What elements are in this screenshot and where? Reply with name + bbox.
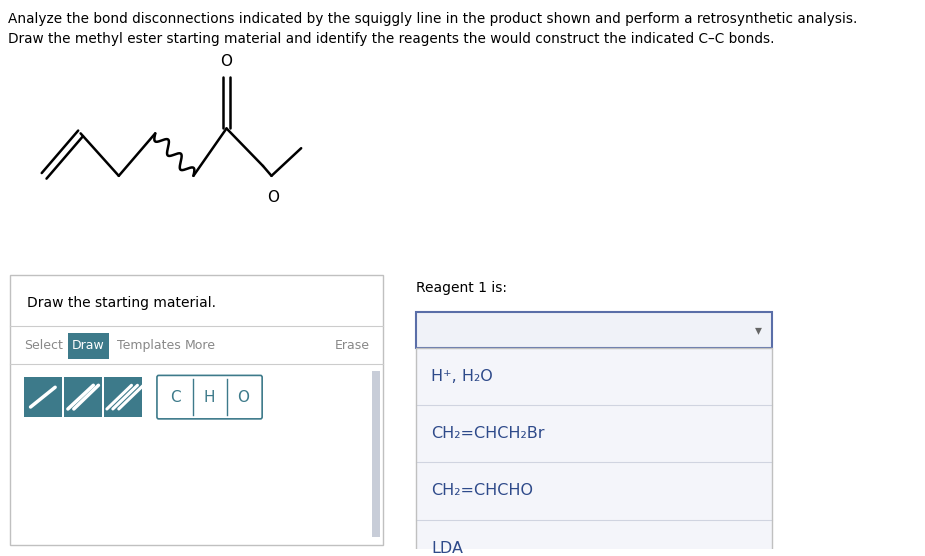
Text: ▾: ▾ — [755, 323, 762, 337]
FancyBboxPatch shape — [10, 275, 384, 545]
Bar — [415, 405, 772, 463]
Text: Analyze the bond disconnections indicated by the squiggly line in the product sh: Analyze the bond disconnections indicate… — [8, 12, 857, 26]
Text: Erase: Erase — [335, 339, 370, 353]
Text: Templates: Templates — [117, 339, 180, 353]
Bar — [104, 378, 142, 417]
Text: Reagent 1 is:: Reagent 1 is: — [415, 281, 507, 295]
FancyBboxPatch shape — [157, 375, 262, 419]
Text: CH₂=CHCHO: CH₂=CHCHO — [431, 484, 533, 499]
Text: O: O — [220, 54, 232, 69]
Bar — [415, 348, 772, 405]
Bar — [372, 371, 380, 538]
Text: LDA: LDA — [431, 541, 463, 556]
Text: Draw: Draw — [72, 339, 105, 353]
Bar — [415, 520, 772, 556]
Text: H⁺, H₂O: H⁺, H₂O — [431, 369, 493, 384]
Bar — [64, 378, 102, 417]
Bar — [24, 378, 62, 417]
Text: More: More — [185, 339, 216, 353]
Text: Draw the methyl ester starting material and identify the reagents the would cons: Draw the methyl ester starting material … — [8, 32, 775, 46]
Text: H: H — [204, 390, 216, 405]
Text: Select: Select — [24, 339, 63, 353]
FancyBboxPatch shape — [415, 312, 772, 348]
Text: O: O — [238, 390, 250, 405]
Text: Draw the starting material.: Draw the starting material. — [27, 296, 216, 310]
Text: O: O — [267, 190, 279, 205]
Bar — [68, 333, 108, 359]
Bar — [415, 463, 772, 520]
Text: C: C — [170, 390, 181, 405]
Text: CH₂=CHCH₂Br: CH₂=CHCH₂Br — [431, 426, 545, 441]
